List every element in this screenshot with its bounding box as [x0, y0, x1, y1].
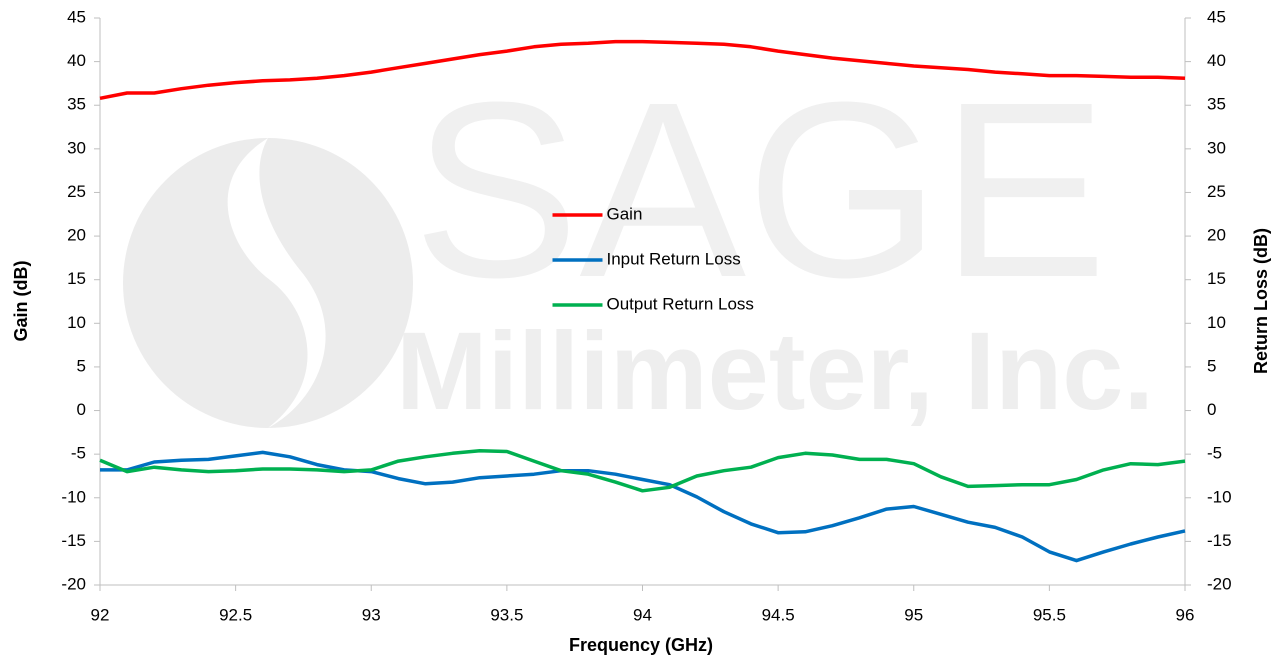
y2-tick-label: 30 [1207, 138, 1226, 157]
x-tick-label: 93.5 [490, 605, 523, 624]
x-tick-label: 92 [91, 605, 110, 624]
x-tick-label: 95.5 [1033, 605, 1066, 624]
y-tick-label: 0 [77, 400, 86, 419]
y2-tick-label: 35 [1207, 95, 1226, 114]
x-tick-label: 96 [1176, 605, 1195, 624]
y-tick-label: 10 [67, 313, 86, 332]
y-tick-label: 25 [67, 182, 86, 201]
y2-tick-label: 45 [1207, 7, 1226, 26]
y-tick-label: -15 [61, 531, 86, 550]
legend-label: Input Return Loss [607, 249, 741, 268]
y-axis-label: Gain (dB) [11, 261, 31, 342]
y-tick-label: -5 [71, 444, 86, 463]
watermark-subtitle: Millimeter, Inc. [396, 310, 1154, 433]
y2-tick-label: -10 [1207, 487, 1232, 506]
y2-axis-label: Return Loss (dB) [1251, 228, 1271, 374]
y-tick-label: -20 [61, 574, 86, 593]
legend-label: Gain [607, 204, 643, 223]
series-line [100, 450, 1186, 563]
y2-tick-label: 40 [1207, 51, 1226, 70]
y-tick-label: 15 [67, 269, 86, 288]
y2-tick-label: -20 [1207, 574, 1232, 593]
series-line [99, 448, 1186, 493]
y-tick-label: 45 [67, 7, 86, 26]
x-axis-label: Frequency (GHz) [569, 635, 713, 655]
watermark-title: SAGE [413, 50, 1108, 329]
series-line [99, 39, 1186, 101]
y2-tick-label: -15 [1207, 531, 1232, 550]
x-tick-label: 92.5 [219, 605, 252, 624]
x-tick-label: 95 [904, 605, 923, 624]
x-tick-label: 94 [633, 605, 652, 624]
y2-tick-label: 25 [1207, 182, 1226, 201]
y2-tick-label: 15 [1207, 269, 1226, 288]
y2-tick-label: 0 [1207, 400, 1216, 419]
x-tick-label: 94.5 [762, 605, 795, 624]
y2-tick-label: 20 [1207, 226, 1226, 245]
y2-tick-label: 10 [1207, 313, 1226, 332]
y-tick-label: 5 [77, 356, 86, 375]
y2-tick-label: 5 [1207, 356, 1216, 375]
watermark-logo [123, 138, 413, 428]
y-tick-label: 30 [67, 138, 86, 157]
y2-tick-label: -5 [1207, 444, 1222, 463]
y-tick-label: 40 [67, 51, 86, 70]
x-tick-label: 93 [362, 605, 381, 624]
y-tick-label: 35 [67, 95, 86, 114]
legend-label: Output Return Loss [607, 294, 754, 313]
y-tick-label: 20 [67, 226, 86, 245]
y-tick-label: -10 [61, 487, 86, 506]
